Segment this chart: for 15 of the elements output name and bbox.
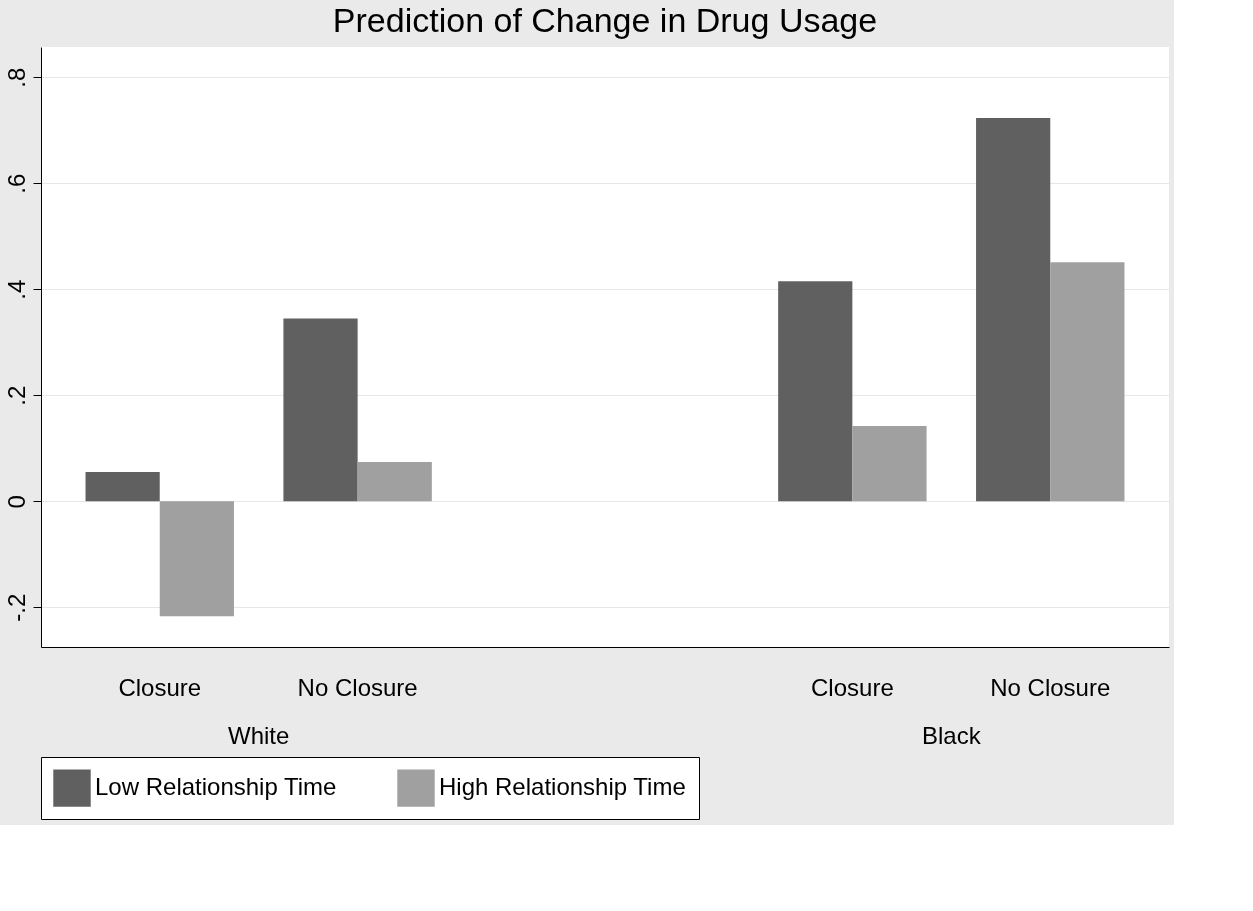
y-tick-label: .8 (2, 67, 30, 88)
y-tick-label: .4 (2, 279, 30, 300)
y-tick-label: .2 (2, 385, 30, 406)
legend-label: High Relationship Time (439, 773, 686, 801)
text: Black (921, 722, 982, 749)
chart-title: Prediction of Change in Drug Usage (332, 1, 878, 39)
x-tick-label: Closure (811, 674, 894, 701)
y-tick-label: .6 (2, 173, 30, 194)
y-tick-label: -.2 (2, 593, 30, 622)
legend-label: Low Relationship Time (95, 773, 337, 801)
x-tick-label: Closure (118, 674, 202, 701)
x-tick-label: No Closure (990, 674, 1111, 701)
text: White (228, 722, 290, 749)
x-tick-label: No Closure (297, 674, 418, 701)
y-tick-label: 0 (2, 495, 30, 509)
